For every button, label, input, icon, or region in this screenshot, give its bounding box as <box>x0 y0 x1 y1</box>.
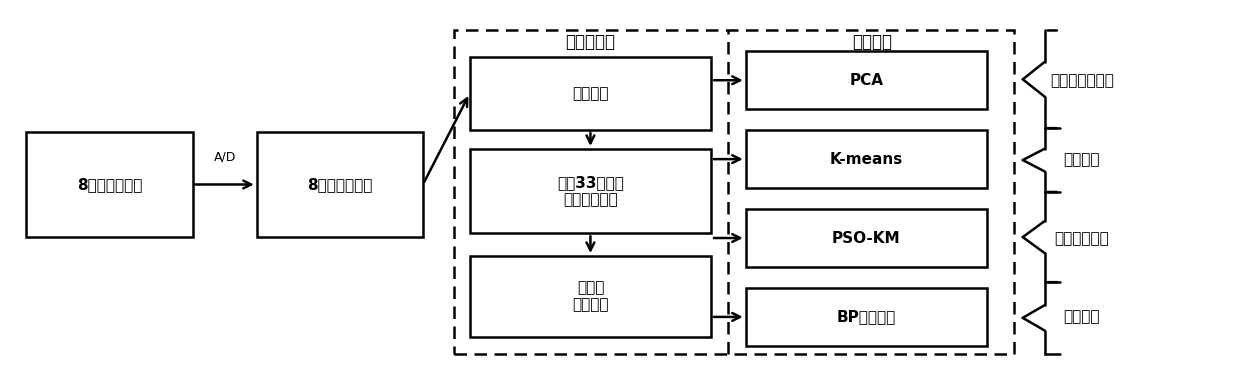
Text: 数据预处理: 数据预处理 <box>565 33 615 51</box>
Text: K-means: K-means <box>830 152 903 167</box>
FancyBboxPatch shape <box>470 149 712 233</box>
Text: A/D: A/D <box>213 151 236 164</box>
Text: 中值滤波: 中值滤波 <box>572 86 609 101</box>
FancyBboxPatch shape <box>745 288 987 346</box>
Text: 预测评分: 预测评分 <box>1064 310 1100 324</box>
Text: PSO-KM: PSO-KM <box>832 230 900 245</box>
FancyBboxPatch shape <box>745 130 987 188</box>
FancyBboxPatch shape <box>257 132 423 237</box>
Text: 8通道模拟信号: 8通道模拟信号 <box>77 177 143 192</box>
Text: PCA: PCA <box>849 73 883 88</box>
Text: BP神经网络: BP神经网络 <box>837 310 897 324</box>
FancyBboxPatch shape <box>26 132 192 237</box>
FancyBboxPatch shape <box>745 209 987 267</box>
Text: 模式识别: 模式识别 <box>852 33 893 51</box>
FancyBboxPatch shape <box>470 256 712 337</box>
Text: 稳态值
特征提取: 稳态值 特征提取 <box>572 280 609 313</box>
Text: 8通道数字信号: 8通道数字信号 <box>308 177 372 192</box>
Text: 聚类分析: 聚类分析 <box>1064 152 1100 167</box>
FancyBboxPatch shape <box>745 51 987 109</box>
Text: 数据点特征分析: 数据点特征分析 <box>1050 73 1114 88</box>
Text: 每秒33个采样
点均值化处理: 每秒33个采样 点均值化处理 <box>557 175 624 207</box>
Text: 优化聚类分析: 优化聚类分析 <box>1054 231 1110 246</box>
FancyBboxPatch shape <box>470 57 712 130</box>
